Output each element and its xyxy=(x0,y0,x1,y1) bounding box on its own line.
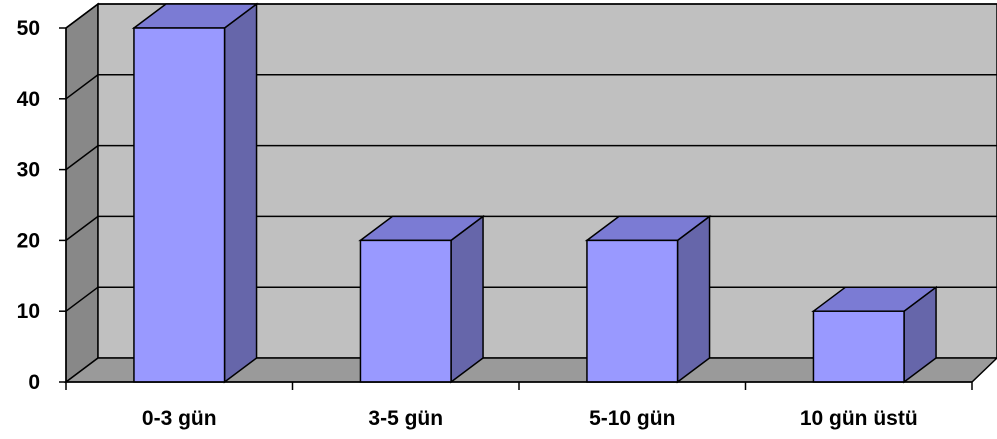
bar xyxy=(812,310,905,383)
y-tick-label: 40 xyxy=(17,88,40,111)
y-tick-label: 50 xyxy=(17,17,40,40)
chart-side-wall xyxy=(65,2,99,384)
gridlines xyxy=(65,3,997,312)
y-tick-label: 0 xyxy=(28,371,40,394)
x-tick-label: 10 gün üstü xyxy=(800,407,918,430)
y-axis-ticks: 0 10 20 30 40 50 xyxy=(17,17,66,394)
y-tick-label: 30 xyxy=(17,159,40,182)
x-axis-ticks: 0-3 gün 3-5 gün 5-10 gün 10 gün üstü xyxy=(65,382,973,430)
bar xyxy=(133,27,226,383)
x-tick-label: 5-10 gün xyxy=(589,407,675,430)
y-tick-label: 20 xyxy=(17,229,40,252)
bar xyxy=(586,239,679,383)
x-tick-label: 3-5 gün xyxy=(368,407,443,430)
gridline xyxy=(65,3,997,29)
bar-side xyxy=(676,214,711,384)
bar-side xyxy=(450,214,484,384)
bars xyxy=(131,2,939,384)
gridline xyxy=(65,144,997,171)
gridline xyxy=(65,74,997,100)
bar xyxy=(359,239,452,383)
y-tick-label: 10 xyxy=(17,300,40,323)
x-tick-label: 0-3 gün xyxy=(142,407,217,430)
bar-side xyxy=(223,2,258,384)
